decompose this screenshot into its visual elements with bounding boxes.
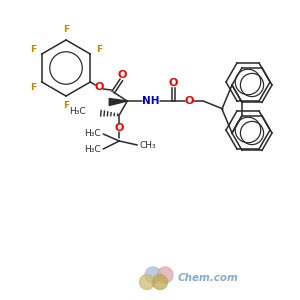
Text: H₃C: H₃C <box>70 107 86 116</box>
Text: O: O <box>94 82 104 92</box>
Text: H₃C: H₃C <box>85 128 101 137</box>
Text: CH₃: CH₃ <box>139 142 156 151</box>
Text: F: F <box>96 44 102 53</box>
Text: O: O <box>118 70 127 80</box>
Text: O: O <box>184 96 194 106</box>
Text: NH: NH <box>142 96 160 106</box>
Circle shape <box>152 274 167 290</box>
Text: O: O <box>115 123 124 133</box>
Polygon shape <box>109 98 127 106</box>
Text: Chem.com: Chem.com <box>178 273 239 283</box>
Text: F: F <box>63 101 69 110</box>
Text: F: F <box>63 26 69 34</box>
Text: O: O <box>169 78 178 88</box>
Circle shape <box>157 267 173 283</box>
Text: H₃C: H₃C <box>85 146 101 154</box>
Circle shape <box>140 274 154 290</box>
Circle shape <box>145 267 161 283</box>
Text: F: F <box>30 44 36 53</box>
Text: F: F <box>30 82 36 91</box>
